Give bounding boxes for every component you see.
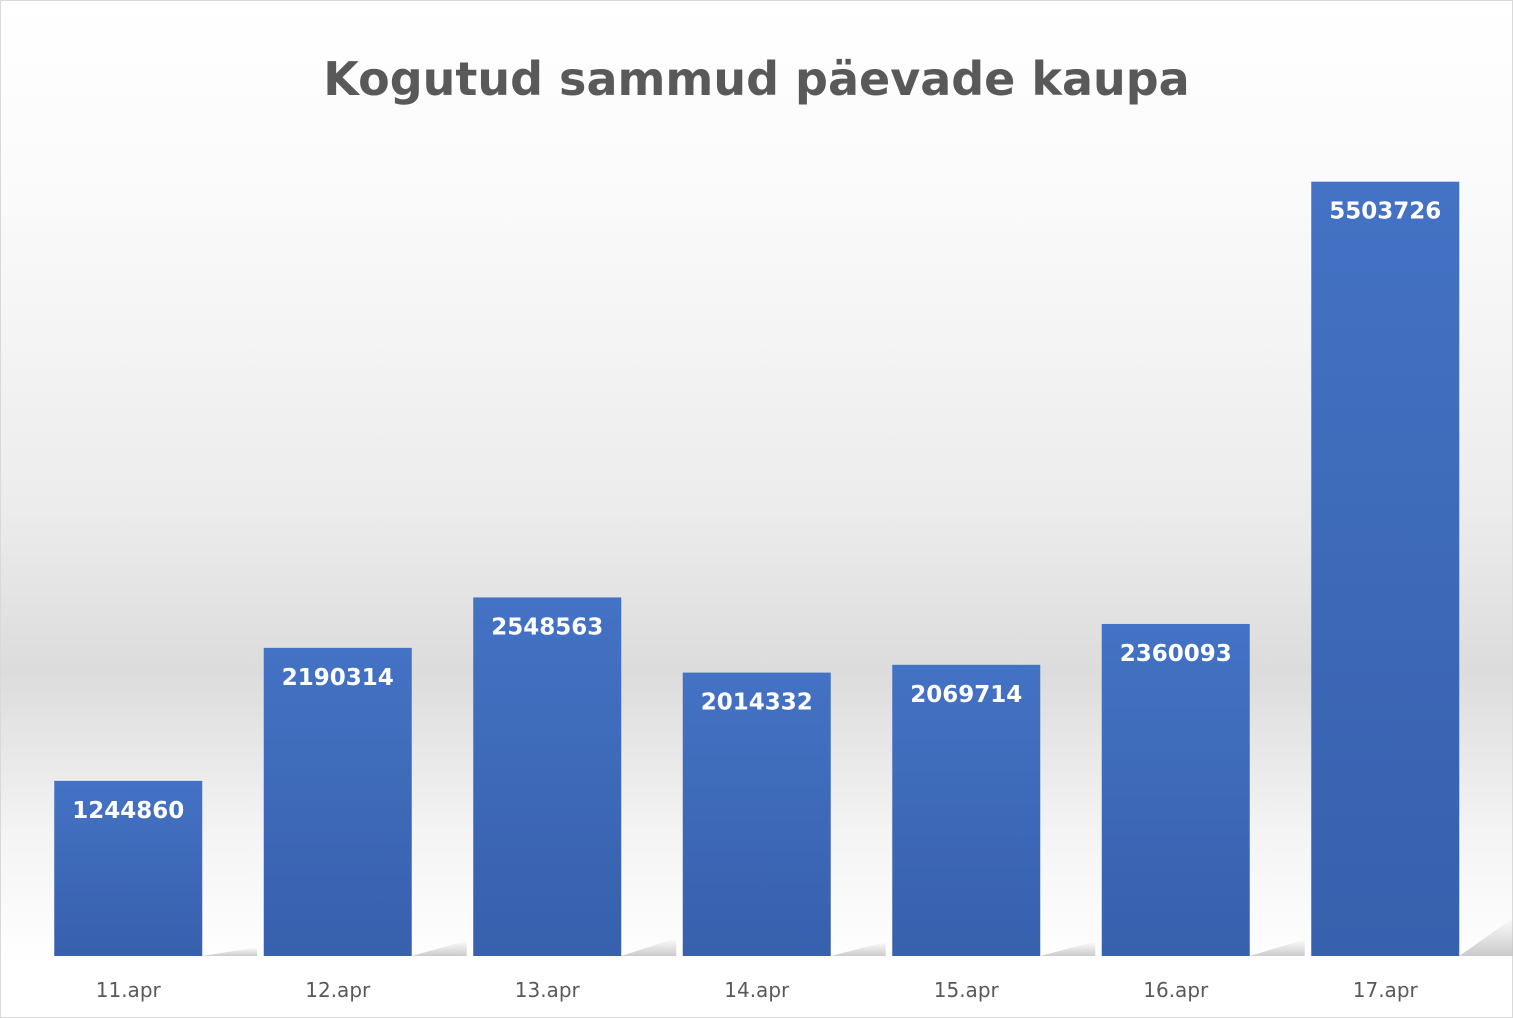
x-tick-label: 12.apr: [305, 978, 371, 1002]
data-label: 2190314: [282, 665, 394, 691]
bar-shadow: [621, 938, 677, 956]
bar-16.apr: [1101, 623, 1250, 956]
x-tick-label: 15.apr: [934, 978, 1000, 1002]
bar-shadow: [202, 947, 258, 956]
x-tick-label: 13.apr: [515, 978, 581, 1002]
bar-shadow: [1040, 941, 1096, 956]
bar-17.apr: [1311, 181, 1460, 957]
bar-15.apr: [892, 664, 1041, 956]
bar-shadow: [830, 941, 886, 956]
data-label: 2360093: [1120, 641, 1232, 667]
x-tick-label: 11.apr: [96, 978, 162, 1002]
bar-14.apr: [682, 672, 831, 956]
data-label: 2069714: [910, 682, 1022, 708]
x-tick-label: 14.apr: [724, 978, 790, 1002]
bar-12.apr: [263, 647, 412, 956]
data-label: 2548563: [491, 614, 603, 640]
data-label: 1244860: [72, 798, 184, 824]
bar-13.apr: [473, 597, 622, 956]
x-tick-label: 17.apr: [1353, 978, 1419, 1002]
data-label: 2014332: [701, 690, 813, 716]
chart-title: Kogutud sammud päevade kaupa: [323, 52, 1190, 106]
bar-shadow: [1459, 918, 1513, 956]
bar-shadow: [411, 940, 467, 956]
bar-shadow: [1249, 939, 1305, 956]
x-tick-label: 16.apr: [1143, 978, 1209, 1002]
bar-11.apr: [54, 780, 203, 956]
data-label: 5503726: [1329, 199, 1441, 225]
